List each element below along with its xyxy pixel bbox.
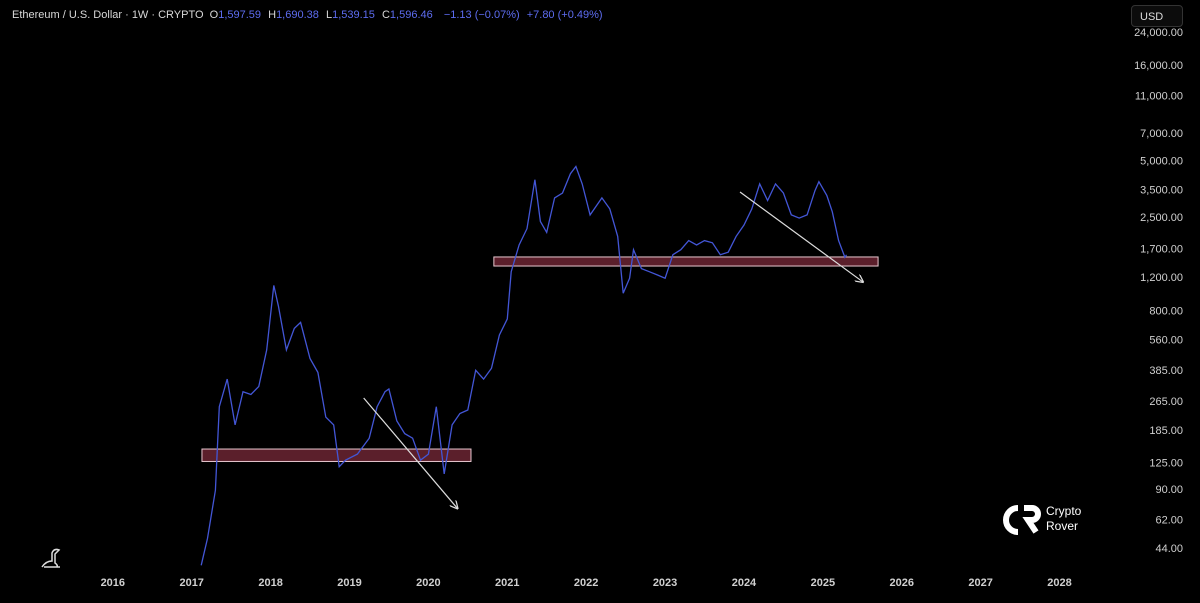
ohlc-h: H: [268, 9, 277, 21]
x-tick-label: 2028: [1047, 577, 1071, 589]
logo-mark: [1003, 505, 1019, 535]
x-tick-label: 2017: [179, 577, 203, 589]
x-tick-label: 2016: [101, 577, 125, 589]
logo-text: Crypto: [1046, 504, 1082, 518]
logo-text: Rover: [1046, 519, 1078, 533]
change-2: +7.80 (+0.49%): [526, 9, 603, 21]
ohlc-c: C: [381, 9, 390, 21]
y-tick-label: 1,700.00: [1140, 244, 1183, 256]
x-tick-label: 2022: [574, 577, 598, 589]
ohlc-o: O: [209, 9, 219, 21]
x-tick-label: 2027: [968, 577, 992, 589]
y-tick-label: 560.00: [1149, 335, 1183, 347]
y-tick-label: 24,000.00: [1134, 27, 1183, 39]
x-tick-label: 2026: [889, 577, 913, 589]
y-tick-label: 3,500.00: [1140, 185, 1183, 197]
change: −1.13 (−0.07%): [443, 9, 520, 21]
x-tick-label: 2019: [337, 577, 361, 589]
y-tick-label: 125.00: [1149, 457, 1183, 469]
price-line: [200, 165, 848, 566]
y-tick-label: 7,000.00: [1140, 128, 1183, 140]
y-tick-label: 185.00: [1149, 425, 1183, 437]
x-tick-label: 2025: [811, 577, 835, 589]
y-tick-label: 1,200.00: [1140, 272, 1183, 284]
ohlc-o-value: 1,597.59: [218, 9, 262, 21]
legend-header: Ethereum / U.S. Dollar · 1W · CRYPTO O1,…: [12, 9, 603, 21]
trend-arrow: [739, 191, 863, 282]
tv-logo: [41, 548, 61, 568]
support-zone: [493, 256, 879, 267]
logo-mark: [1022, 505, 1041, 534]
x-tick-label: 2024: [732, 577, 757, 589]
trend-arrow: [363, 397, 458, 509]
y-tick-label: 385.00: [1149, 365, 1183, 377]
y-tick-label: 5,000.00: [1140, 155, 1183, 167]
x-tick-label: 2020: [416, 577, 440, 589]
ohlc-c-value: 1,596.46: [389, 9, 433, 21]
y-tick-label: 62.00: [1155, 515, 1183, 527]
y-tick-label: 2,500.00: [1140, 212, 1183, 224]
y-tick-label: 11,000.00: [1135, 91, 1183, 103]
y-tick-label: 90.00: [1155, 484, 1183, 496]
y-tick-label: 800.00: [1149, 305, 1183, 317]
symbol: Ethereum / U.S. Dollar · 1W · CRYPTO: [12, 9, 204, 21]
x-tick-label: 2018: [258, 577, 282, 589]
x-tick-label: 2021: [495, 577, 519, 589]
y-tick-label: 265.00: [1149, 396, 1183, 408]
ohlc-l-value: 1,539.15: [332, 9, 375, 21]
y-tick-label: 16,000.00: [1134, 60, 1183, 72]
y-tick-label: 44.00: [1155, 543, 1183, 555]
ohlc-l: L: [325, 9, 333, 21]
x-tick-label: 2023: [653, 577, 677, 589]
ohlc-h-value: 1,690.38: [276, 9, 319, 21]
logo: Crypto Rover: [1003, 504, 1082, 535]
currency-button[interactable]: USD: [1131, 5, 1183, 27]
